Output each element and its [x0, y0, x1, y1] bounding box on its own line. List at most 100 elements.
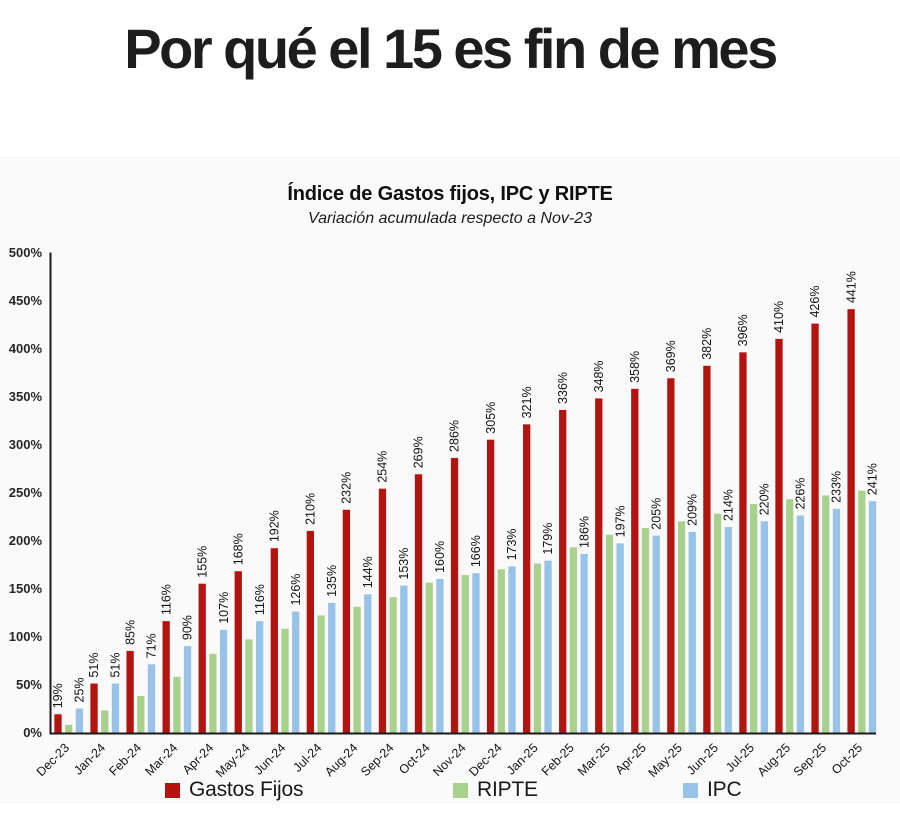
bar-ripte-Dec-23 — [65, 724, 73, 733]
bar-chart: 0% 50% 100% 150% 200% 250% 300% 350% 400% 450% 500… — [9, 245, 880, 780]
value-label-ipc-Oct-25: 241% — [866, 463, 880, 495]
bar-ipc-Jan-24 — [111, 683, 120, 733]
bar-ripte-Jan-25 — [533, 563, 541, 733]
value-label-ipc-Jan-25: 179% — [541, 523, 555, 555]
bar-ipc-Dec-24 — [508, 566, 516, 733]
value-label-ipc-Mar-24: 90% — [181, 615, 195, 640]
bar-ripte-Apr-24 — [209, 653, 217, 733]
bar-gastos-fijos-Feb-25 — [559, 409, 567, 733]
chart-subtitle: Variación acumulada respecto a Nov-23 — [307, 210, 592, 227]
bar-ipc-Oct-25 — [868, 501, 877, 733]
chart-title: Índice de Gastos fijos, IPC y RIPTE — [287, 183, 613, 205]
y-axis-tick-0%: 0% — [23, 725, 42, 740]
value-label-ipc-Feb-25: 186% — [577, 516, 591, 548]
bar-ripte-Mar-24 — [173, 676, 181, 733]
x-axis-label-Aug-25: Aug-25 — [755, 741, 793, 779]
bar-ipc-May-24 — [256, 621, 264, 733]
value-label-gastos-fijos-Mar-25: 348% — [592, 360, 606, 392]
bar-ipc-Dec-23 — [75, 708, 84, 733]
x-axis-label-Jun-24: Jun-24 — [251, 741, 288, 778]
bar-gastos-fijos-Jan-25 — [523, 424, 531, 733]
chart-legend: Gastos Fijos RIPTE IPC — [0, 778, 900, 804]
value-label-gastos-fijos-Jul-24: 210% — [304, 493, 318, 525]
bar-ipc-Feb-25 — [580, 553, 588, 733]
value-label-ipc-Feb-24: 71% — [145, 633, 159, 658]
value-label-ipc-Mar-25: 197% — [613, 505, 627, 537]
bar-ipc-Oct-24 — [436, 578, 444, 733]
page-title: Por qué el 15 es fin de mes — [124, 17, 778, 80]
x-axis-label-Aug-24: Aug-24 — [322, 741, 360, 779]
x-axis-label-Oct-25: Oct-25 — [829, 741, 865, 777]
bar-ripte-Jun-25 — [713, 513, 722, 733]
bar-ipc-Jul-25 — [760, 521, 768, 733]
bar-gastos-fijos-Apr-24 — [198, 583, 206, 733]
value-label-gastos-fijos-Dec-24: 305% — [484, 402, 498, 434]
bar-gastos-fijos-Jan-24 — [90, 683, 98, 733]
bar-ipc-Jun-24 — [292, 611, 300, 733]
bar-ripte-Oct-24 — [425, 582, 433, 733]
value-label-gastos-fijos-May-24: 168% — [231, 533, 245, 565]
bar-ripte-Jun-24 — [281, 628, 289, 733]
y-axis-tick-50%: 50% — [16, 677, 42, 692]
value-label-ipc-Jun-25: 214% — [722, 489, 736, 521]
bar-gastos-fijos-Oct-24 — [414, 474, 423, 733]
value-label-gastos-fijos-Jun-25: 382% — [700, 328, 714, 360]
y-axis-tick-150%: 150% — [9, 581, 43, 596]
value-label-ipc-Aug-25: 226% — [794, 478, 808, 510]
bar-ipc-Aug-25 — [796, 515, 805, 733]
legend-item-ripte: RIPTE — [453, 778, 538, 802]
bar-ipc-Aug-24 — [364, 594, 372, 733]
bar-ripte-Sep-25 — [822, 495, 830, 733]
value-label-ipc-Oct-24: 160% — [433, 541, 447, 573]
chart-card: Índice de Gastos fijos, IPC y RIPTE Vari… — [0, 156, 900, 804]
bar-ripte-May-25 — [677, 521, 686, 733]
value-label-gastos-fijos-Apr-25: 358% — [628, 351, 642, 383]
x-axis-label-Sep-25: Sep-25 — [791, 741, 829, 779]
value-label-ipc-Nov-24: 166% — [469, 535, 483, 567]
bar-gastos-fijos-Nov-24 — [450, 457, 459, 733]
bar-ripte-Aug-24 — [353, 606, 361, 733]
value-label-ipc-Sep-25: 233% — [830, 471, 844, 503]
bar-ipc-Mar-25 — [616, 543, 624, 733]
bar-ipc-Sep-24 — [400, 585, 408, 733]
x-axis-label-May-24: May-24 — [213, 741, 252, 780]
x-axis-label-Feb-25: Feb-25 — [539, 741, 577, 779]
value-label-gastos-fijos-Oct-25: 441% — [844, 271, 858, 303]
value-label-gastos-fijos-Sep-24: 254% — [376, 451, 390, 483]
bar-ripte-May-24 — [245, 639, 253, 733]
ripte-swatch — [453, 782, 468, 798]
value-label-gastos-fijos-Jan-24: 51% — [87, 653, 101, 678]
value-label-gastos-fijos-Aug-25: 410% — [772, 301, 786, 333]
bar-gastos-fijos-Jun-25 — [703, 365, 711, 733]
value-label-ipc-May-25: 209% — [685, 494, 699, 526]
bar-gastos-fijos-Sep-25 — [811, 323, 819, 733]
x-axis-label-May-25: May-25 — [646, 741, 685, 780]
bar-gastos-fijos-Mar-25 — [595, 398, 603, 733]
bar-gastos-fijos-Apr-25 — [631, 388, 639, 733]
bar-ripte-Nov-24 — [461, 575, 469, 733]
value-label-ipc-Dec-24: 173% — [505, 528, 519, 560]
bar-ipc-Feb-24 — [147, 664, 156, 733]
x-axis-label-Mar-24: Mar-24 — [142, 741, 180, 779]
bar-ripte-Sep-24 — [389, 597, 397, 733]
bar-ripte-Apr-25 — [641, 528, 650, 733]
value-label-gastos-fijos-May-25: 369% — [664, 340, 678, 372]
value-label-ipc-Dec-23: 25% — [73, 677, 87, 702]
bar-ripte-Dec-24 — [497, 569, 505, 733]
bar-gastos-fijos-Aug-25 — [775, 338, 783, 733]
bar-gastos-fijos-Mar-24 — [162, 621, 170, 733]
legend-label-gastos-fijos: Gastos Fijos — [189, 778, 304, 801]
x-axis-label-Sep-24: Sep-24 — [358, 741, 396, 779]
x-axis-label-Feb-24: Feb-24 — [106, 741, 144, 779]
bar-ripte-Mar-25 — [605, 534, 614, 733]
x-axis-label-Apr-25: Apr-25 — [612, 741, 648, 777]
legend-label-ripte: RIPTE — [477, 778, 538, 801]
bar-ipc-Mar-24 — [183, 646, 192, 733]
value-label-gastos-fijos-Oct-24: 269% — [412, 436, 426, 468]
bar-ipc-Sep-25 — [832, 508, 841, 733]
x-axis-label-Oct-24: Oct-24 — [396, 741, 432, 777]
bar-ipc-Jul-24 — [328, 602, 336, 733]
value-label-gastos-fijos-Apr-24: 155% — [195, 546, 209, 578]
bar-ripte-Aug-25 — [786, 499, 794, 733]
x-axis-label-Jan-24: Jan-24 — [71, 741, 108, 778]
